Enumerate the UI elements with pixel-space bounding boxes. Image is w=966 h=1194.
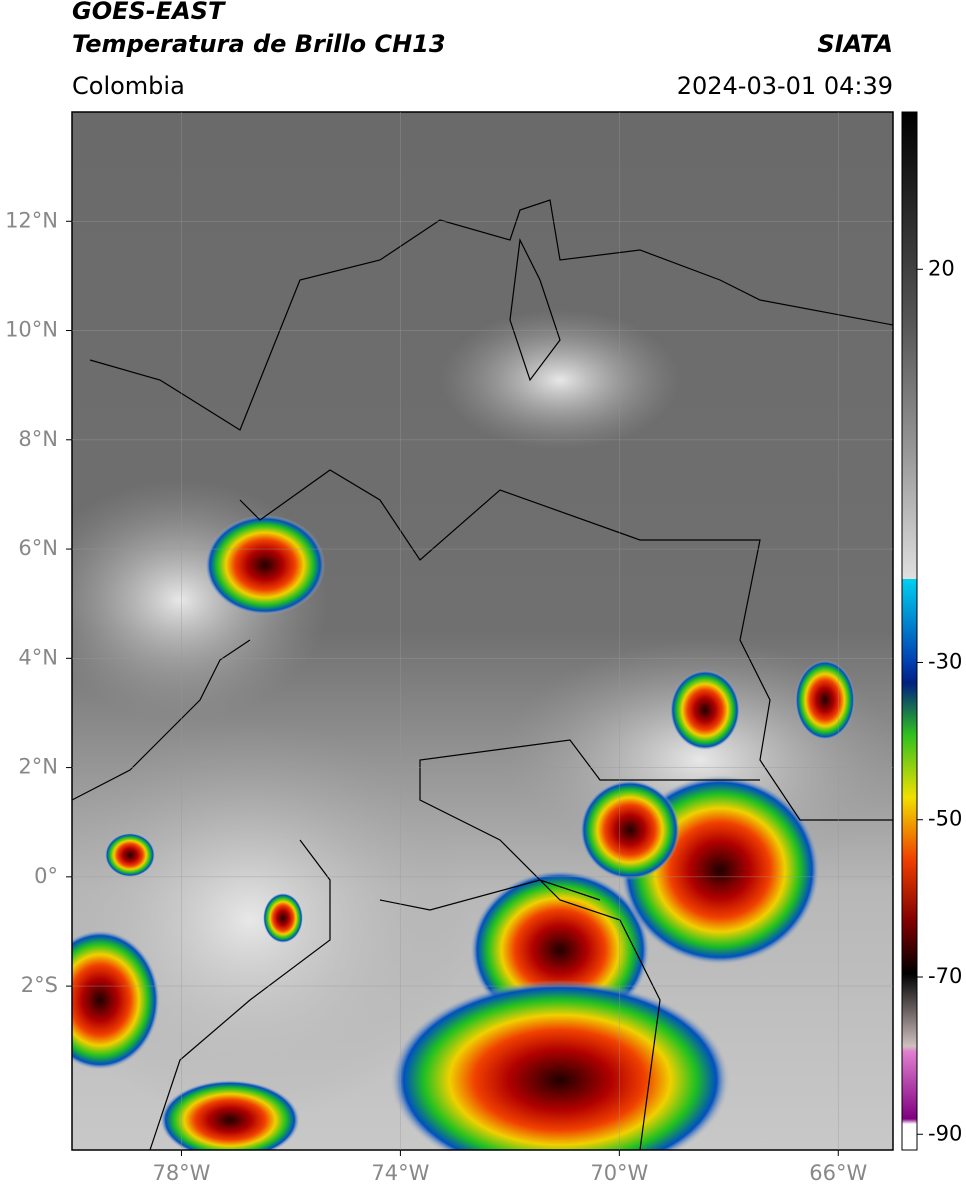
storm — [160, 1080, 300, 1150]
storm — [390, 980, 730, 1150]
colorbar-tick-label: -90 — [928, 1121, 962, 1145]
colorbar-tick-label: -70 — [928, 964, 962, 988]
y-tick-label: 10°N — [5, 318, 58, 342]
storm — [670, 670, 740, 750]
storm — [205, 515, 325, 615]
y-tick-label: 2°N — [18, 755, 58, 779]
y-tick-label: 6°N — [18, 536, 58, 560]
region: Colombia — [72, 72, 185, 100]
colorbar-tick-label: -50 — [928, 807, 962, 831]
datetime: 2024-03-01 04:39 — [677, 72, 893, 100]
borders — [72, 199, 893, 1150]
y-tick-label: 0° — [34, 864, 58, 888]
storm — [263, 893, 303, 943]
x-tick-label: 74°W — [371, 1161, 429, 1185]
x-tick-label: 78°W — [152, 1161, 210, 1185]
storm — [795, 660, 855, 740]
y-tick-label: 12°N — [5, 208, 58, 232]
colorbar-tick-label: -30 — [928, 649, 962, 673]
subtitle: Temperatura de Brillo CH13 — [72, 30, 446, 58]
storm — [105, 833, 155, 877]
y-tick-label: 8°N — [18, 427, 58, 451]
colorbar-tick-label: 20 — [928, 256, 955, 280]
x-tick-label: 66°W — [809, 1161, 867, 1185]
cloud — [440, 310, 680, 450]
title: GOES-EAST — [72, 0, 226, 25]
y-tick-label: 4°N — [18, 645, 58, 669]
map-frame — [71, 111, 894, 1151]
y-tick-label: 2°S — [21, 973, 58, 997]
storm — [580, 780, 680, 880]
storm — [72, 930, 160, 1070]
satellite-image — [72, 112, 893, 1150]
source: SIATA — [817, 30, 893, 58]
x-tick-label: 70°W — [590, 1161, 648, 1185]
colorbar — [901, 111, 918, 1151]
ticks: 78°W 74°W 70°W 66°W 12°N 10°N 8°N 6°N 4°N 2°N 0° 2°… — [5, 112, 962, 1185]
